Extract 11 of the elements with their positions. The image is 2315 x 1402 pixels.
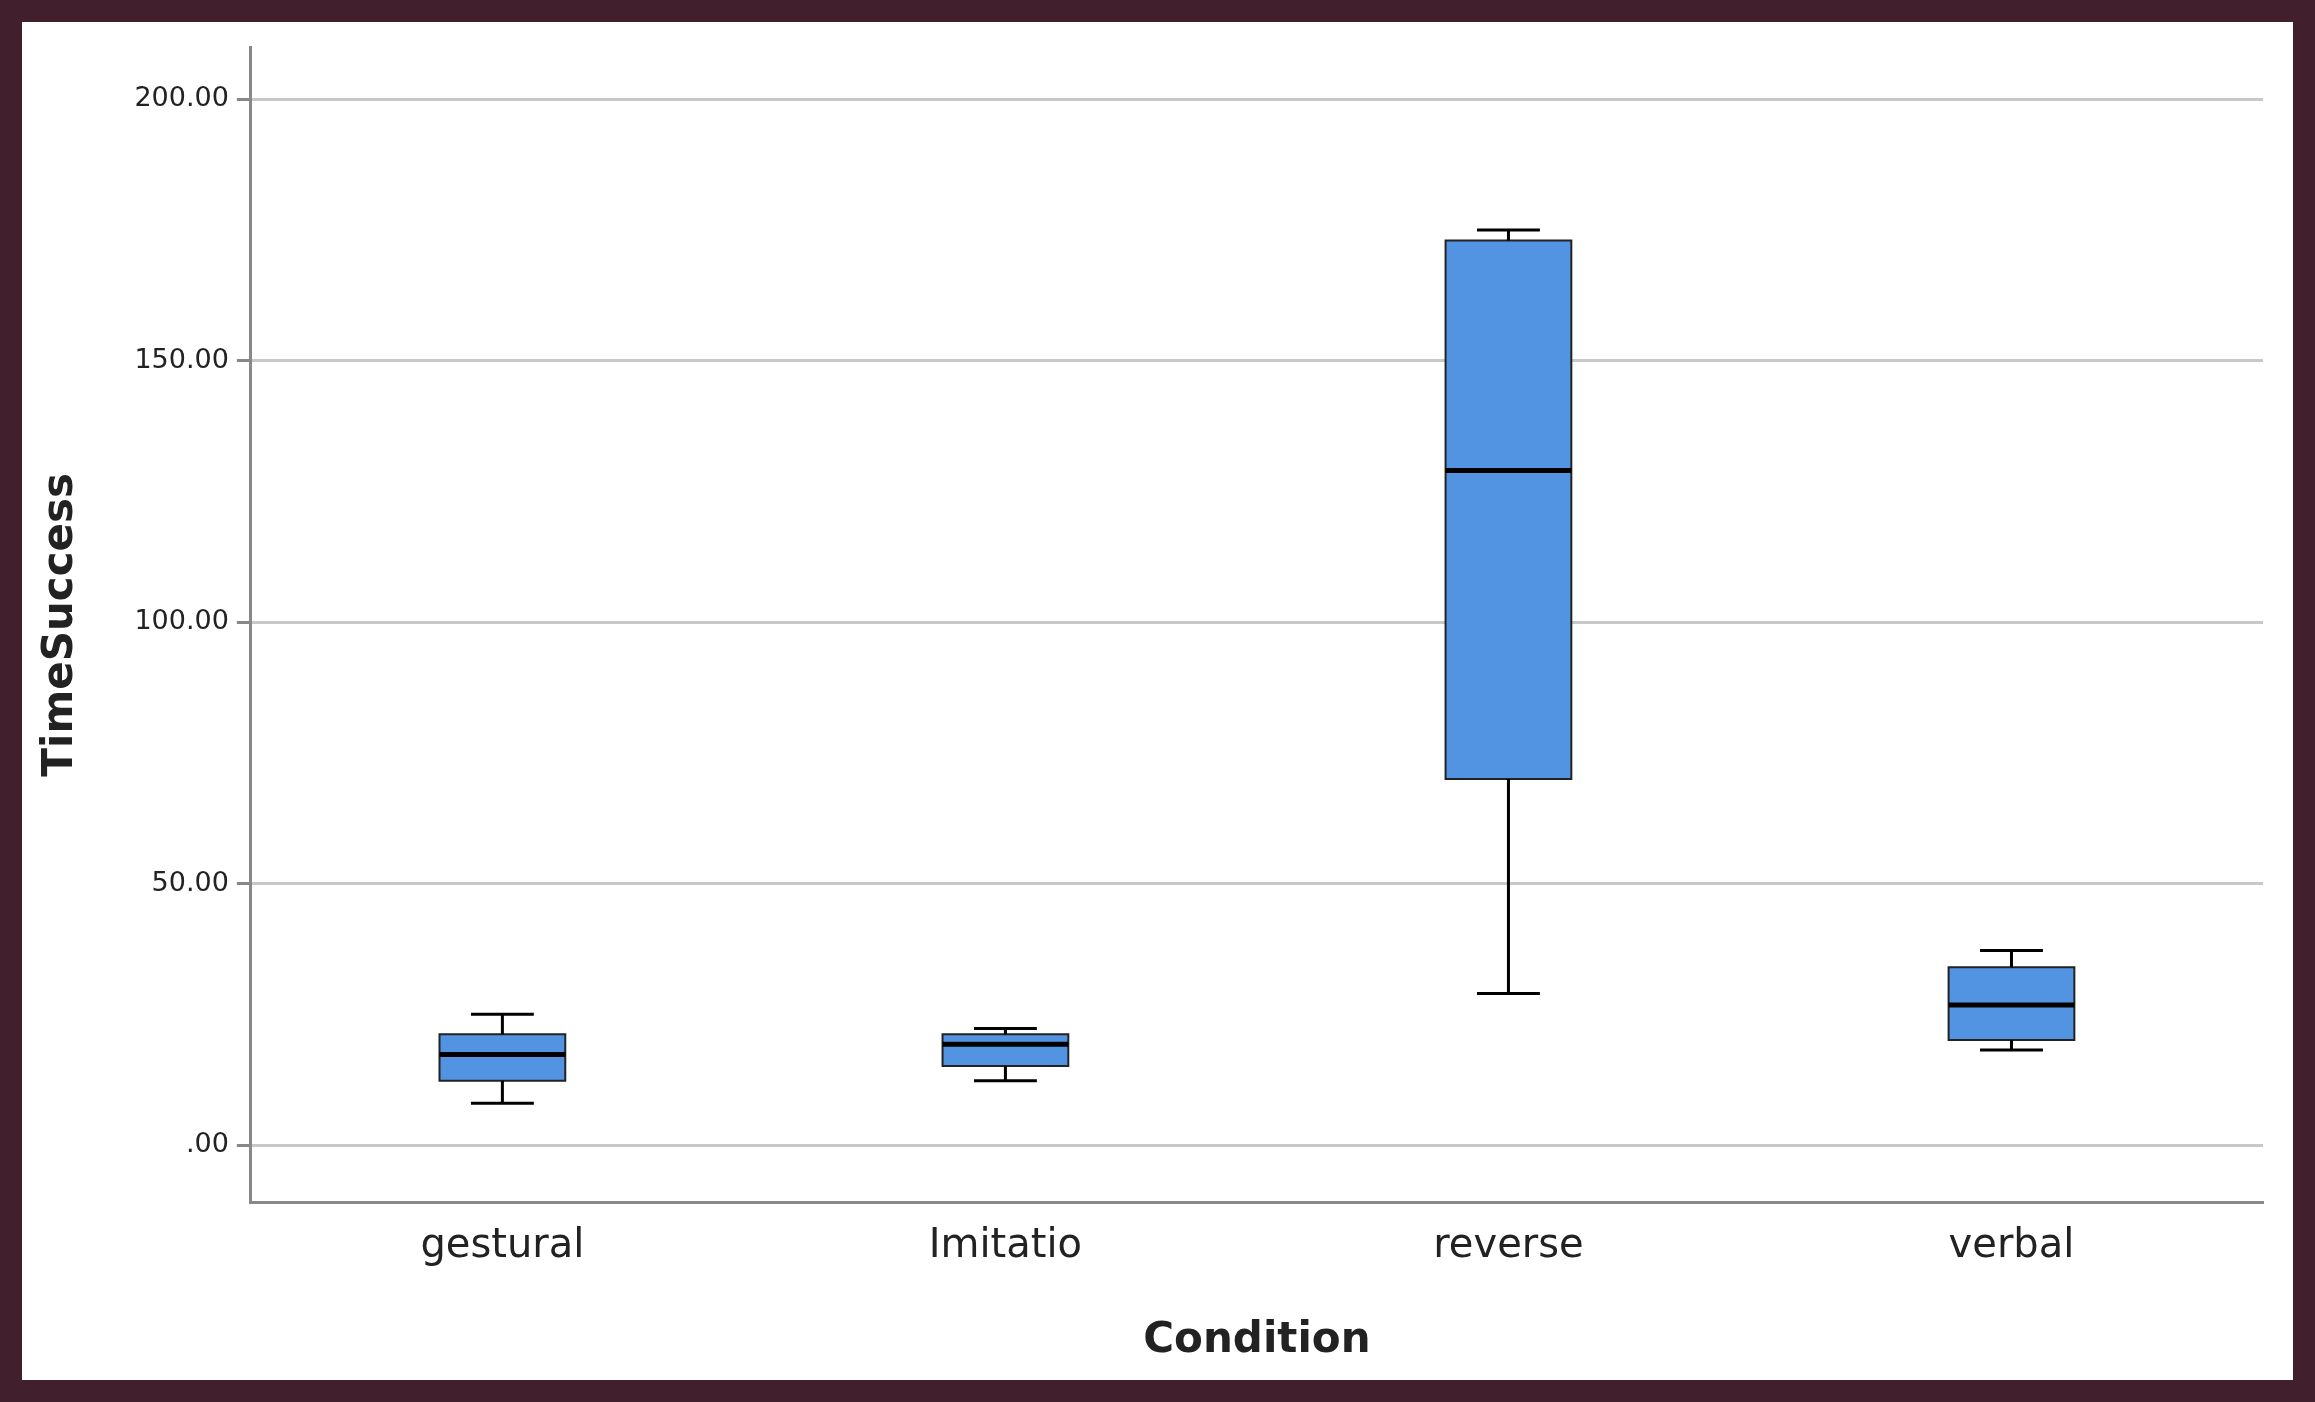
x-tick-label: Imitatio [928,1219,1083,1266]
y-tick-label: 200.00 [134,81,229,113]
y-tick-label: 150.00 [134,342,229,374]
x-axis-title: Condition [1143,1312,1371,1362]
x-tick-label: verbal [1948,1219,2075,1266]
y-tick-label: .00 [185,1127,229,1159]
x-tick-label: gestural [420,1219,585,1266]
y-tick-label: 50.00 [151,865,229,897]
y-tick-label: 100.00 [134,604,229,636]
y-axis-title: TimeSuccess [33,472,83,777]
x-tick-label: reverse [1433,1219,1584,1266]
